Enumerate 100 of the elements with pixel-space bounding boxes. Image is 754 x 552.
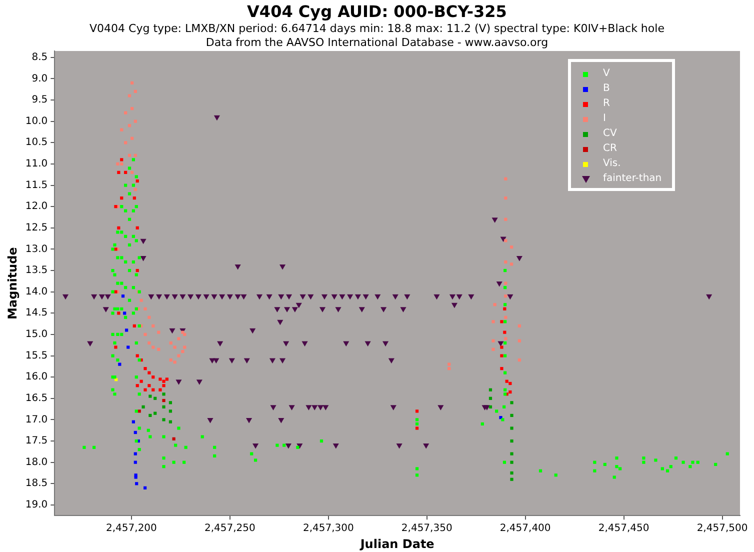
point bbox=[132, 196, 136, 200]
y-tick-label: 18.5 bbox=[25, 478, 48, 490]
y-tick-label: 9.0 bbox=[32, 73, 48, 84]
x-tick-label: 2,457,300 bbox=[302, 523, 354, 534]
point bbox=[505, 380, 508, 383]
y-tick-label: 10.0 bbox=[25, 116, 48, 127]
point bbox=[508, 382, 512, 386]
point bbox=[500, 354, 504, 358]
point bbox=[117, 312, 120, 315]
point bbox=[162, 380, 166, 383]
point bbox=[500, 346, 504, 349]
point bbox=[500, 366, 504, 370]
point bbox=[488, 396, 492, 400]
x-tick-label: 2,457,500 bbox=[696, 523, 748, 534]
point bbox=[134, 460, 137, 464]
point bbox=[415, 426, 419, 430]
legend-label: R bbox=[603, 98, 610, 109]
y-tick-label: 15.5 bbox=[25, 350, 48, 362]
point bbox=[162, 398, 166, 402]
point bbox=[114, 346, 118, 349]
point bbox=[136, 268, 139, 272]
chart-title: V404 Cyg AUID: 000-BCY-325 bbox=[246, 2, 508, 21]
y-axis-title: Magnitude bbox=[5, 247, 20, 320]
legend-label: CR bbox=[603, 143, 617, 154]
y-tick-label: 9.5 bbox=[32, 94, 48, 106]
point bbox=[162, 392, 166, 396]
y-tick-label: 13.5 bbox=[25, 265, 48, 276]
point bbox=[510, 401, 514, 404]
chart-subtitle: V0404 Cyg type: LMXB/XN period: 6.64714 days min: 18.8 max: 11.2 (V) spectral type: K0IV+Black hole bbox=[88, 22, 666, 35]
point bbox=[510, 478, 514, 481]
x-tick-label: 2,457,450 bbox=[598, 523, 650, 534]
point bbox=[154, 396, 157, 400]
point bbox=[138, 410, 141, 413]
point bbox=[158, 388, 162, 392]
legend-label: fainter-than bbox=[603, 173, 662, 184]
x-axis-title: Julian Date bbox=[359, 536, 434, 551]
y-tick-label: 14.5 bbox=[25, 308, 48, 319]
point bbox=[168, 410, 172, 413]
point bbox=[510, 452, 514, 456]
legend-label: B bbox=[603, 83, 610, 94]
point bbox=[120, 158, 124, 162]
y-tick-label: 10.5 bbox=[25, 137, 48, 148]
point bbox=[136, 354, 139, 358]
point bbox=[162, 384, 166, 388]
y-tick-label: 17.0 bbox=[25, 414, 48, 426]
point bbox=[135, 482, 138, 486]
point bbox=[508, 390, 512, 394]
point bbox=[144, 486, 147, 490]
point bbox=[136, 226, 139, 230]
x-tick-label: 2,457,400 bbox=[500, 523, 551, 534]
point bbox=[510, 460, 514, 464]
point bbox=[126, 346, 130, 349]
point bbox=[500, 320, 504, 324]
point bbox=[140, 380, 143, 383]
point bbox=[144, 388, 147, 392]
point bbox=[134, 452, 137, 456]
point bbox=[148, 394, 152, 398]
point bbox=[168, 420, 172, 424]
x-tick-label: 2,457,200 bbox=[106, 523, 157, 534]
point bbox=[154, 412, 157, 415]
point bbox=[510, 471, 514, 475]
point bbox=[142, 405, 145, 408]
point bbox=[132, 324, 136, 328]
y-tick-label: 11.0 bbox=[25, 158, 48, 170]
point bbox=[510, 426, 514, 430]
point bbox=[488, 388, 492, 392]
point bbox=[117, 170, 120, 174]
point bbox=[148, 414, 152, 417]
y-tick-label: 19.0 bbox=[25, 500, 48, 511]
y-tick-label: 12.5 bbox=[25, 222, 48, 234]
point bbox=[117, 226, 120, 230]
point bbox=[134, 430, 137, 434]
legend-label: V bbox=[603, 68, 610, 79]
point bbox=[510, 439, 514, 443]
point bbox=[132, 420, 135, 424]
point bbox=[162, 418, 166, 422]
point bbox=[162, 405, 166, 408]
point bbox=[165, 378, 168, 381]
y-tick-label: 18.0 bbox=[25, 456, 48, 468]
y-tick-label: 14.0 bbox=[25, 286, 48, 298]
point bbox=[124, 328, 128, 332]
legend-label: Vis. bbox=[603, 158, 621, 169]
point bbox=[136, 384, 139, 388]
y-tick-label: 15.0 bbox=[25, 329, 48, 340]
point bbox=[120, 196, 124, 200]
y-tick-label: 8.5 bbox=[32, 52, 48, 63]
point bbox=[152, 388, 155, 392]
x-tick-label: 2,457,350 bbox=[401, 523, 452, 534]
legend-label: CV bbox=[603, 128, 617, 139]
y-tick-label: 13.0 bbox=[25, 244, 48, 255]
point bbox=[510, 414, 514, 417]
legend-label: I bbox=[603, 113, 606, 124]
point bbox=[152, 376, 155, 379]
point bbox=[503, 307, 506, 310]
point bbox=[124, 170, 128, 174]
point bbox=[123, 312, 126, 315]
y-tick-label: 11.5 bbox=[25, 180, 48, 191]
point bbox=[148, 371, 151, 374]
point bbox=[121, 294, 125, 298]
y-tick-label: 12.0 bbox=[25, 201, 48, 212]
